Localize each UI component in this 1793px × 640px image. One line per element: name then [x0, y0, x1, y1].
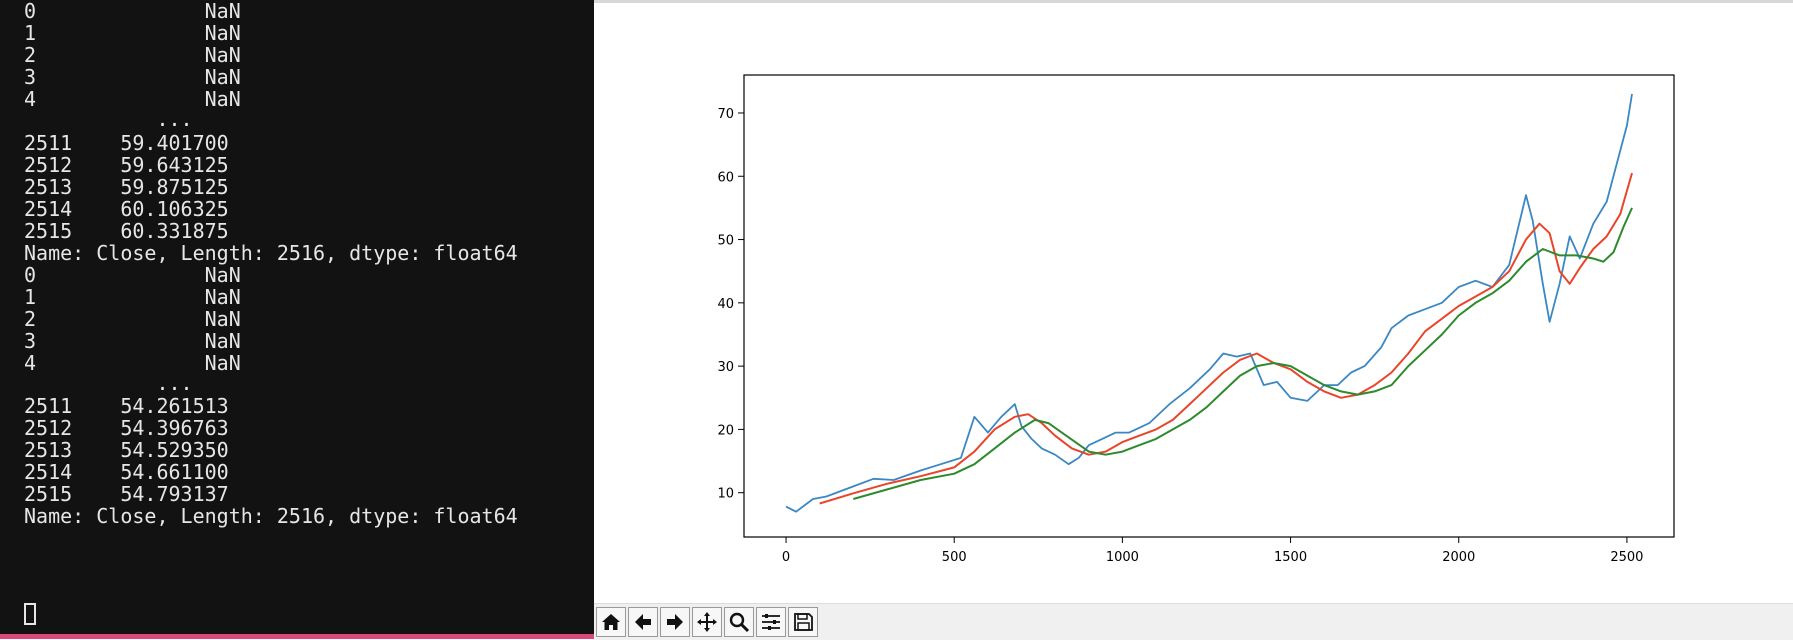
terminal-line: 2512 54.396763 [24, 416, 229, 440]
terminal-line: 3 NaN [24, 329, 241, 353]
series-line-1 [785, 93, 1633, 513]
terminal-cursor [24, 603, 36, 625]
terminal-line: 1 NaN [24, 21, 241, 45]
terminal-line: 2 NaN [24, 307, 241, 331]
terminal-line: ... [24, 107, 193, 131]
home-icon [602, 614, 620, 630]
terminal-window[interactable]: 0 NaN 1 NaN 2 NaN 3 NaN 4 NaN ... 2511 5… [0, 0, 594, 639]
terminal-line: 2513 59.875125 [24, 175, 229, 199]
back-arrow-icon [635, 614, 651, 630]
figure-toolbar [594, 603, 1793, 640]
zoom-icon [729, 612, 750, 633]
terminal-line: 4 NaN [24, 351, 241, 375]
series-line-3 [853, 207, 1633, 500]
terminal-line: 1 NaN [24, 285, 241, 309]
terminal-line: 2512 59.643125 [24, 153, 229, 177]
terminal-line: 2515 54.793137 [24, 482, 229, 506]
terminal-line: ... [24, 371, 193, 395]
x-tick-label: 2000 [1442, 550, 1475, 565]
x-tick-label: 500 [942, 550, 967, 565]
plot-area-frame [743, 74, 1675, 538]
x-tick-label: 1500 [1274, 550, 1307, 565]
x-tick-label: 1000 [1106, 550, 1139, 565]
y-tick-label: 20 [717, 423, 734, 438]
terminal-line: 2511 54.261513 [24, 394, 229, 418]
terminal-line: Name: Close, Length: 2516, dtype: float6… [24, 241, 518, 265]
terminal-line: 2515 60.331875 [24, 219, 229, 243]
y-tick-label: 60 [717, 170, 734, 185]
terminal-bottom-bar [0, 634, 594, 639]
terminal-line: 3 NaN [24, 65, 241, 89]
terminal-line: 2511 59.401700 [24, 131, 229, 155]
terminal-line: 2514 54.661100 [24, 460, 229, 484]
terminal-line: 2 NaN [24, 43, 241, 67]
save-button[interactable] [788, 607, 818, 637]
y-tick-label: 50 [717, 234, 734, 249]
home-button[interactable] [596, 607, 626, 637]
zoom-button[interactable] [724, 607, 754, 637]
series-line-2 [819, 172, 1633, 505]
forward-arrow-icon [667, 614, 683, 630]
terminal-line: 0 NaN [24, 0, 241, 23]
terminal-line: 4 NaN [24, 87, 241, 111]
axis-ticks: 0 500 1000 1500 2000 2500 10 20 30 40 50 60 70 [717, 107, 1643, 565]
chart-series [785, 93, 1633, 513]
configure-subplots-icon [762, 614, 780, 630]
configure-subplots-button[interactable] [756, 607, 786, 637]
save-icon [794, 613, 813, 631]
figure-top-border [594, 0, 1793, 3]
terminal-line: 2513 54.529350 [24, 438, 229, 462]
x-tick-label: 0 [782, 550, 790, 565]
terminal-line: Name: Close, Length: 2516, dtype: float6… [24, 504, 518, 528]
terminal-line: 2514 60.106325 [24, 197, 229, 221]
pan-button[interactable] [692, 607, 722, 637]
terminal-line: 0 NaN [24, 263, 241, 287]
y-tick-label: 10 [717, 487, 734, 502]
y-tick-label: 70 [717, 107, 734, 122]
forward-button[interactable] [660, 607, 690, 637]
y-tick-label: 30 [717, 360, 734, 375]
back-button[interactable] [628, 607, 658, 637]
line-chart[interactable]: 0 500 1000 1500 2000 2500 10 20 30 40 50 60 70 [594, 0, 1793, 603]
figure-window: 0 500 1000 1500 2000 2500 10 20 30 40 50 60 70 [594, 0, 1793, 640]
y-tick-label: 40 [717, 297, 734, 312]
x-tick-label: 2500 [1610, 550, 1643, 565]
pan-icon [697, 612, 717, 632]
